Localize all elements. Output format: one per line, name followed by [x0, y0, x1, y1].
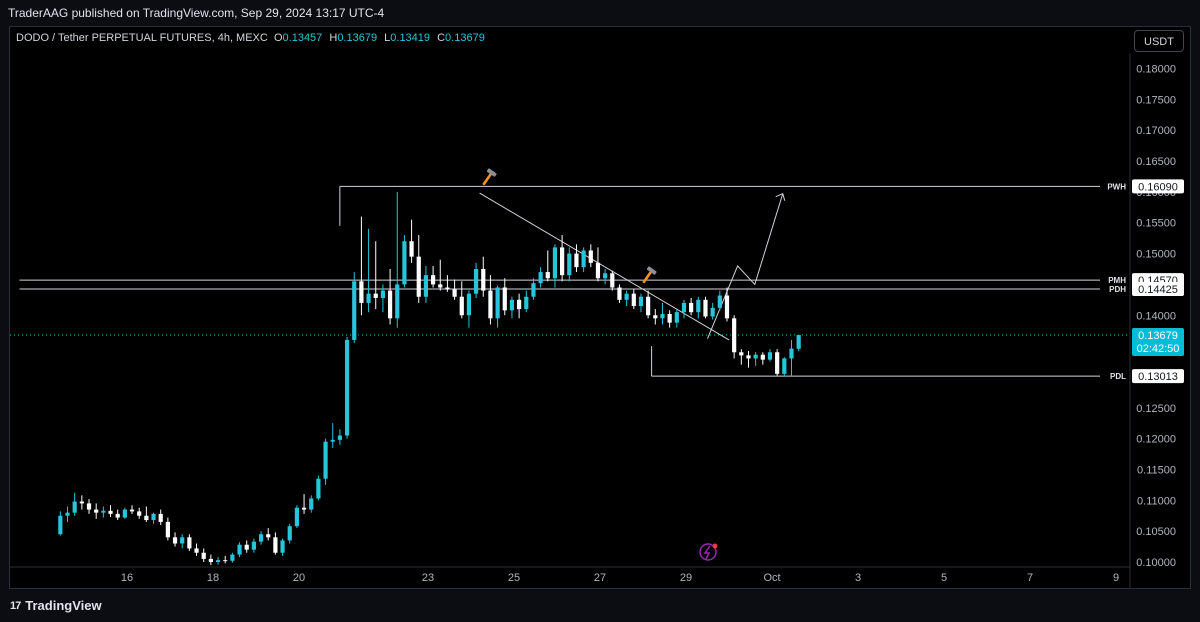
brand-name: TradingView: [25, 598, 102, 613]
low-label: L: [384, 32, 391, 44]
open-value: 0.13457: [282, 32, 323, 44]
tradingview-logo[interactable]: 17 TradingView: [10, 598, 102, 613]
high-value: 0.13679: [337, 32, 378, 44]
low-value: 0.13419: [390, 32, 431, 44]
symbol-legend: DODO / Tether PERPETUAL FUTURES, 4h, MEX…: [16, 32, 489, 44]
high-label: H: [329, 32, 338, 44]
close-value: 0.13679: [445, 32, 485, 44]
open-label: O: [273, 32, 283, 44]
close-label: C: [437, 32, 446, 44]
currency-button[interactable]: USDT: [1134, 30, 1184, 52]
footer: 17 TradingView: [0, 590, 1200, 622]
tradingview-icon: 17: [10, 599, 21, 612]
publish-bar: TraderAAG published on TradingView.com, …: [0, 0, 1200, 26]
symbol-title[interactable]: DODO / Tether PERPETUAL FUTURES, 4h, MEX…: [16, 32, 268, 44]
chart-panel[interactable]: [9, 26, 1191, 589]
publisher-info: TraderAAG published on TradingView.com, …: [8, 6, 385, 20]
